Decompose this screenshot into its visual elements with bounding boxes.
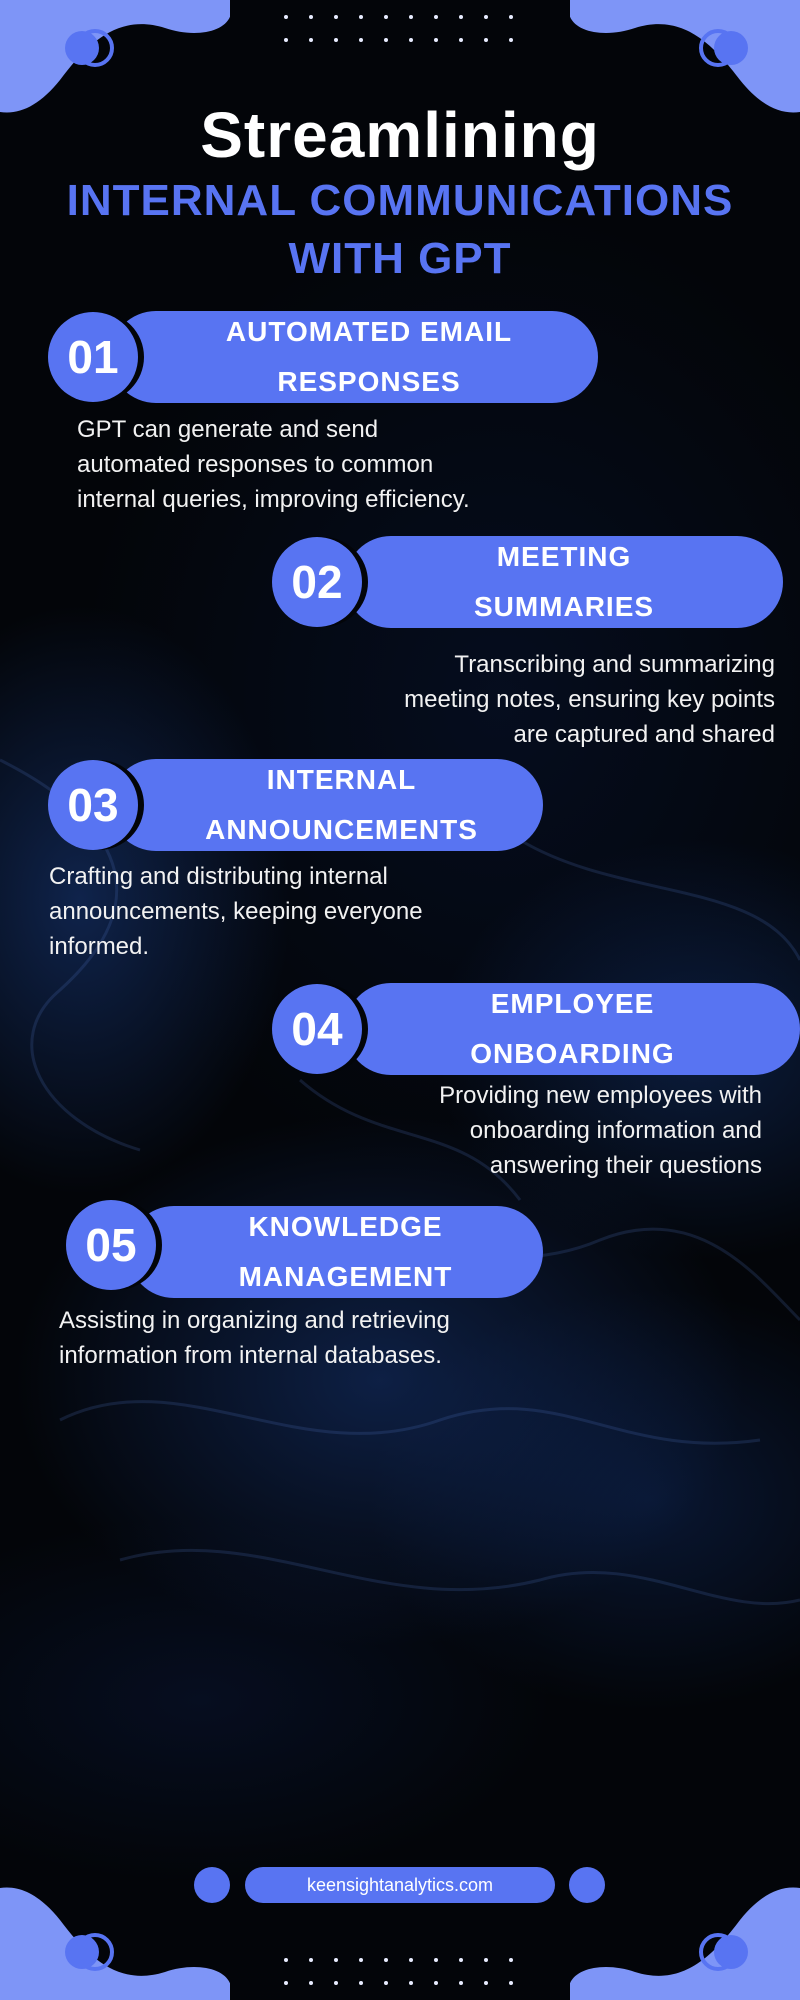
description-line: GPT can generate and send	[77, 416, 379, 443]
item-number-badge: 03	[48, 760, 138, 850]
item-description: Providing new employees with onboarding …	[300, 1078, 762, 1183]
description-line: onboarding information and	[469, 1117, 762, 1144]
item-number-badge: 02	[272, 537, 362, 627]
item-description: Crafting and distributing internal annou…	[49, 859, 423, 964]
item-title-pill: INTERNAL ANNOUNCEMENTS	[110, 759, 543, 851]
item-number-badge: 01	[48, 312, 138, 402]
item-title-line: INTERNAL	[266, 764, 417, 795]
subtitle-line: WITH GPT	[288, 234, 512, 283]
subtitle-line: INTERNAL COMMUNICATIONS	[66, 176, 734, 225]
item-title-line: ONBOARDING	[470, 1038, 675, 1069]
description-line: Providing new employees with	[439, 1082, 762, 1109]
description-line: announcements, keeping everyone	[49, 898, 423, 925]
corner-decoration-bottom-right	[570, 1885, 800, 2000]
item-title-line: EMPLOYEE	[490, 988, 655, 1019]
website-link[interactable]: keensightanalytics.com	[245, 1867, 555, 1903]
description-line: answering their questions	[489, 1152, 762, 1179]
description-line: Assisting in organizing and retrieving	[59, 1307, 450, 1334]
corner-decoration-top-left	[0, 0, 230, 115]
description-line: Transcribing and summarizing	[454, 651, 775, 678]
description-line: meeting notes, ensuring key points	[404, 686, 775, 713]
page-subtitle: INTERNAL COMMUNICATIONS WITH GPT	[20, 172, 780, 288]
item-title-pill: MEETING SUMMARIES	[345, 536, 783, 628]
description-line: information from internal databases.	[59, 1342, 442, 1369]
footer-dot-right	[569, 1867, 605, 1903]
description-line: informed.	[49, 933, 150, 960]
item-title-pill: KNOWLEDGE MANAGEMENT	[128, 1206, 543, 1298]
item-title-line: KNOWLEDGE	[248, 1211, 443, 1242]
description-line: internal queries, improving efficiency.	[77, 486, 470, 513]
item-number-badge: 04	[272, 984, 362, 1074]
item-title-line: ANNOUNCEMENTS	[205, 814, 478, 845]
item-number-badge: 05	[66, 1200, 156, 1290]
item-title-line: AUTOMATED EMAIL	[225, 316, 513, 347]
item-description: Transcribing and summarizing meeting not…	[300, 647, 775, 752]
corner-decoration-top-right	[570, 0, 800, 115]
description-line: automated responses to common	[77, 451, 434, 478]
item-title-line: RESPONSES	[277, 366, 461, 397]
footer-dot-left	[194, 1867, 230, 1903]
dot-pattern-top	[270, 12, 530, 51]
item-title-pill: AUTOMATED EMAIL RESPONSES	[110, 311, 598, 403]
item-title-pill: EMPLOYEE ONBOARDING	[345, 983, 800, 1075]
page-title: Streamlining	[200, 99, 600, 171]
item-title-line: MEETING	[496, 541, 632, 572]
item-title-line: SUMMARIES	[473, 591, 655, 622]
item-description: Assisting in organizing and retrieving i…	[59, 1303, 450, 1373]
dot-pattern-bottom	[270, 1955, 530, 1994]
item-title-line: MANAGEMENT	[238, 1261, 453, 1292]
corner-decoration-bottom-left	[0, 1885, 230, 2000]
description-line: are captured and shared	[513, 721, 775, 748]
item-description: GPT can generate and send automated resp…	[77, 412, 470, 517]
description-line: Crafting and distributing internal	[49, 863, 388, 890]
